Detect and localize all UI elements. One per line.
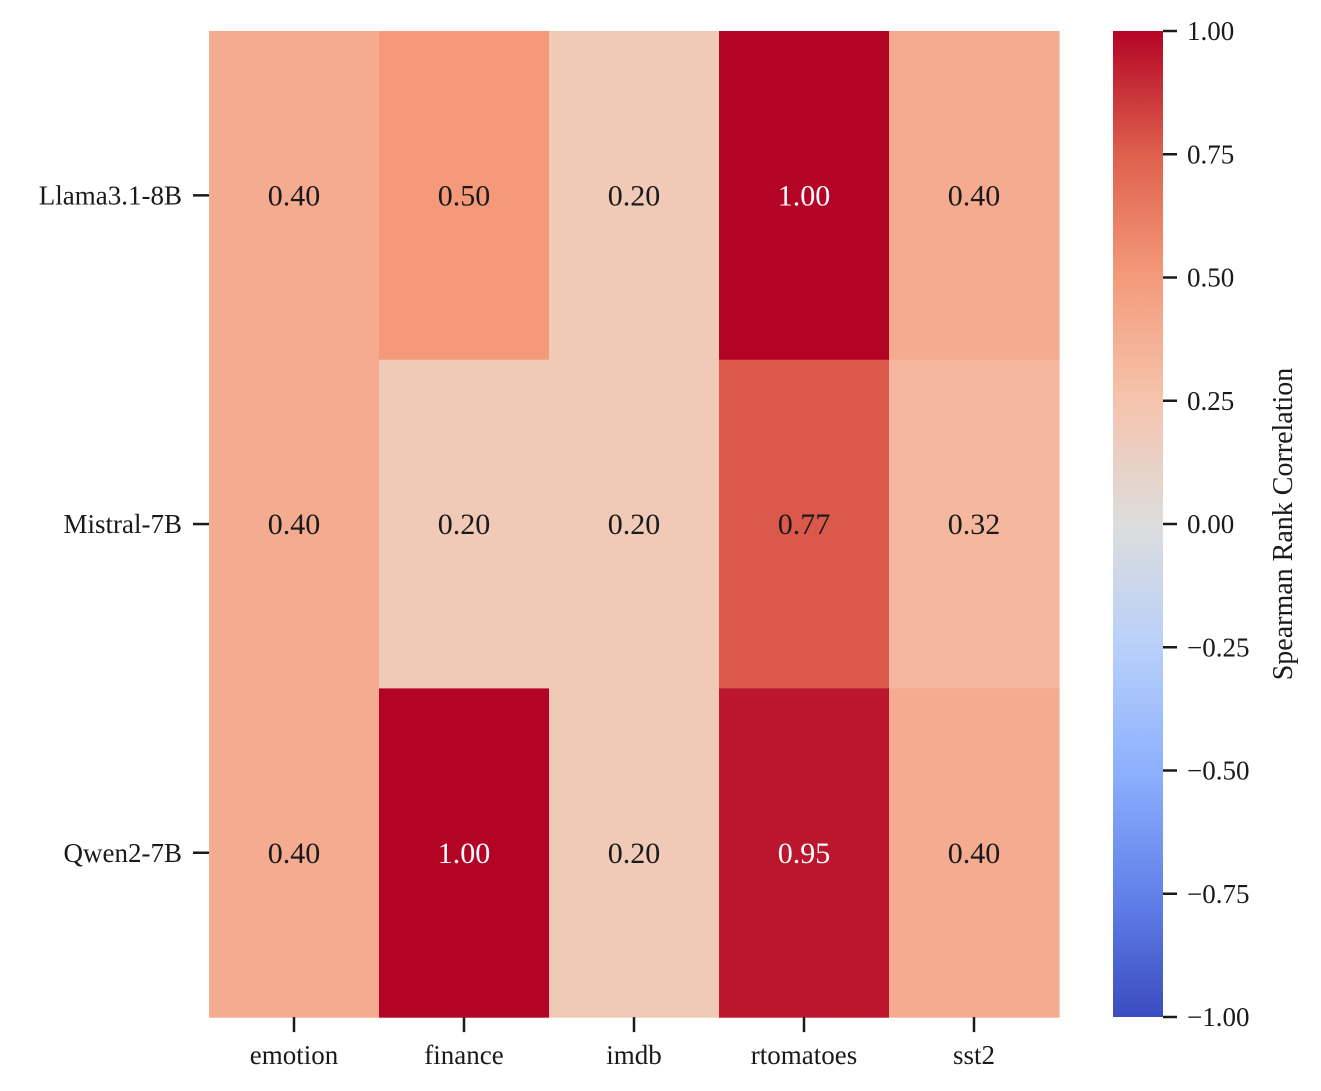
- heatmap-cell-qwen2-7b-sst2: [889, 688, 1060, 1018]
- cell-value-label: 0.40: [268, 508, 321, 541]
- heatmap-cell-qwen2-7b-emotion: [209, 688, 380, 1018]
- heatmap-cell-mistral-7b-rtomatoes: [719, 359, 890, 689]
- x-axis: emotion finance imdb rtomatoes sst2: [250, 1017, 995, 1070]
- x-tick-label-imdb: imdb: [606, 1040, 662, 1070]
- heatmap-cell-mistral-7b-imdb: [549, 359, 720, 689]
- x-tick-label-emotion: emotion: [250, 1040, 339, 1070]
- colorbar-tick-label: 0.00: [1187, 509, 1234, 539]
- cell-value-label: 0.20: [438, 508, 491, 541]
- heatmap-cell-llama3-1-8b-imdb: [549, 31, 720, 361]
- x-tick-label-sst2: sst2: [953, 1040, 995, 1070]
- cell-value-label: 0.20: [608, 508, 661, 541]
- heatmap-cell-llama3-1-8b-emotion: [209, 31, 380, 361]
- colorbar-ticks: 1.00 0.75 0.50 0.25 0.00 −0.25 −0.50 −0.75 −1.00: [1163, 16, 1249, 1032]
- cell-value-label: 0.32: [948, 508, 1001, 541]
- cell-value-label: 0.20: [608, 179, 661, 212]
- colorbar-tick-label: 0.75: [1187, 139, 1234, 169]
- cell-value-label: 0.20: [608, 837, 661, 870]
- cell-value-label: 0.40: [268, 179, 321, 212]
- cell-value-label: 0.95: [778, 837, 831, 870]
- heatmap-cell-qwen2-7b-finance: [379, 688, 550, 1018]
- y-tick-label-qwen2-7b: Qwen2-7B: [64, 838, 182, 868]
- colorbar-tick-label: −0.25: [1187, 632, 1249, 662]
- colorbar-tick-label: −0.75: [1187, 879, 1249, 909]
- cell-value-label: 1.00: [778, 179, 831, 212]
- colorbar-tick-label: 1.00: [1187, 16, 1234, 46]
- x-tick-label-finance: finance: [424, 1040, 503, 1070]
- heatmap-cell-mistral-7b-emotion: [209, 359, 380, 689]
- y-tick-label-mistral-7b: Mistral-7B: [64, 509, 183, 539]
- colorbar-tick-label: −1.00: [1187, 1002, 1249, 1032]
- heatmap-cell-llama3-1-8b-rtomatoes: [719, 31, 890, 361]
- colorbar: 1.00 0.75 0.50 0.25 0.00 −0.25 −0.50 −0.75 −1.00…: [1113, 16, 1299, 1032]
- colorbar-tick-label: −0.50: [1187, 756, 1249, 786]
- heatmap-cell-llama3-1-8b-sst2: [889, 31, 1060, 361]
- cell-value-label: 0.77: [778, 508, 831, 541]
- x-tick-label-rtomatoes: rtomatoes: [751, 1040, 857, 1070]
- y-axis: Llama3.1-8B Mistral-7B Qwen2-7B: [39, 180, 209, 868]
- cell-value-label: 0.50: [438, 179, 491, 212]
- cell-value-label: 0.40: [948, 179, 1001, 212]
- heatmap-cell-mistral-7b-sst2: [889, 359, 1060, 689]
- colorbar-gradient: [1113, 31, 1163, 1017]
- cell-value-label: 0.40: [268, 837, 321, 870]
- heatmap-cells: 0.40 0.50 0.20 1.00 0.40 0.40 0.20 0.20 0.77 0.32…: [209, 31, 1060, 1018]
- heatmap-cell-qwen2-7b-rtomatoes: [719, 688, 890, 1018]
- heatmap-cell-llama3-1-8b-finance: [379, 31, 550, 361]
- cell-value-label: 0.40: [948, 837, 1001, 870]
- cell-value-label: 1.00: [438, 837, 491, 870]
- heatmap-cell-qwen2-7b-imdb: [549, 688, 720, 1018]
- colorbar-tick-label: 0.25: [1187, 386, 1234, 416]
- colorbar-label: Spearman Rank Correlation: [1268, 368, 1299, 681]
- colorbar-tick-label: 0.50: [1187, 263, 1234, 293]
- heatmap-cell-mistral-7b-finance: [379, 359, 550, 689]
- y-tick-label-llama3-1-8b: Llama3.1-8B: [39, 180, 182, 210]
